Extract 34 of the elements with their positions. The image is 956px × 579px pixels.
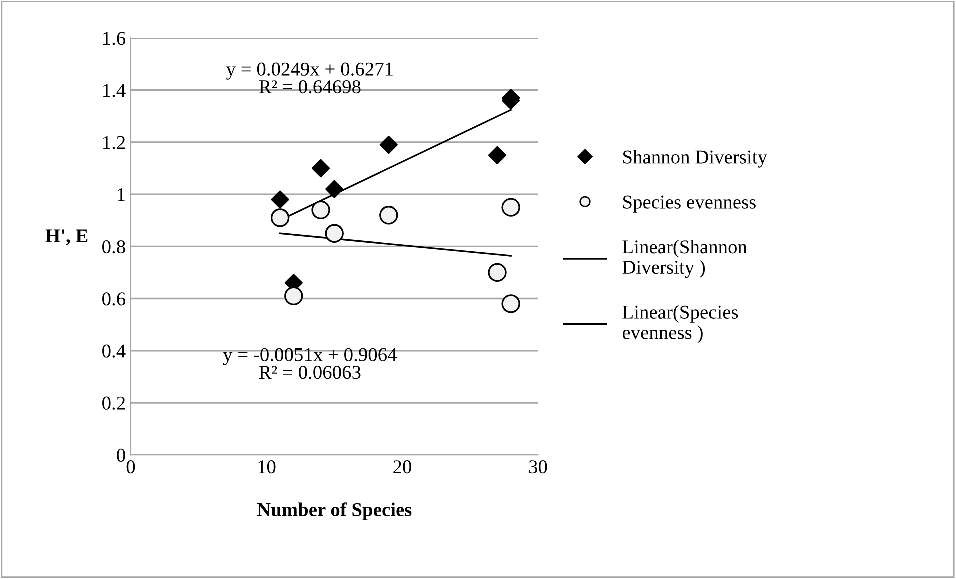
y-axis-title: H', E — [46, 230, 88, 246]
y-tick-label: 0.4 — [102, 344, 126, 358]
x-tick-label: 20 — [394, 460, 412, 474]
point — [380, 136, 398, 154]
y-tick-label: 0.8 — [102, 240, 126, 254]
point — [502, 294, 520, 314]
y-tick-label: 1.2 — [104, 136, 126, 150]
x-axis-title: Number of Species — [257, 502, 412, 520]
legend-label: Linear(Species evenness ) — [622, 305, 738, 344]
x-tick-label: 30 — [529, 460, 548, 474]
annotation: y = -0.0051x + 0.9064 R² = 0.06063 — [223, 348, 397, 380]
point — [488, 146, 507, 165]
point — [312, 159, 330, 178]
y-tick-label: 0.2 — [102, 396, 126, 410]
y-tick-label: 0 — [117, 448, 126, 462]
point — [312, 200, 330, 220]
y-tick-label: 1.6 — [104, 32, 126, 46]
x-tick-label: 0 — [126, 460, 136, 474]
legend-label: Shannon Diversity — [624, 150, 768, 168]
annotation: y = 0.0249x + 0.6271 R² = 0.64698 — [226, 62, 393, 94]
y-tick-label: 1 — [118, 188, 125, 202]
point — [502, 198, 520, 217]
point — [380, 206, 398, 225]
point — [271, 190, 290, 209]
point — [325, 224, 344, 243]
point — [488, 263, 507, 282]
y-tick-label: 0.6 — [102, 292, 126, 306]
point — [326, 180, 344, 198]
legend-label: Linear(Shannon Diversity ) — [622, 240, 748, 278]
y-tick-label: 1.4 — [104, 84, 126, 98]
point — [270, 208, 290, 228]
x-tick-label: 10 — [258, 460, 276, 474]
legend-label: Species evenness — [624, 196, 756, 213]
point — [284, 286, 304, 306]
